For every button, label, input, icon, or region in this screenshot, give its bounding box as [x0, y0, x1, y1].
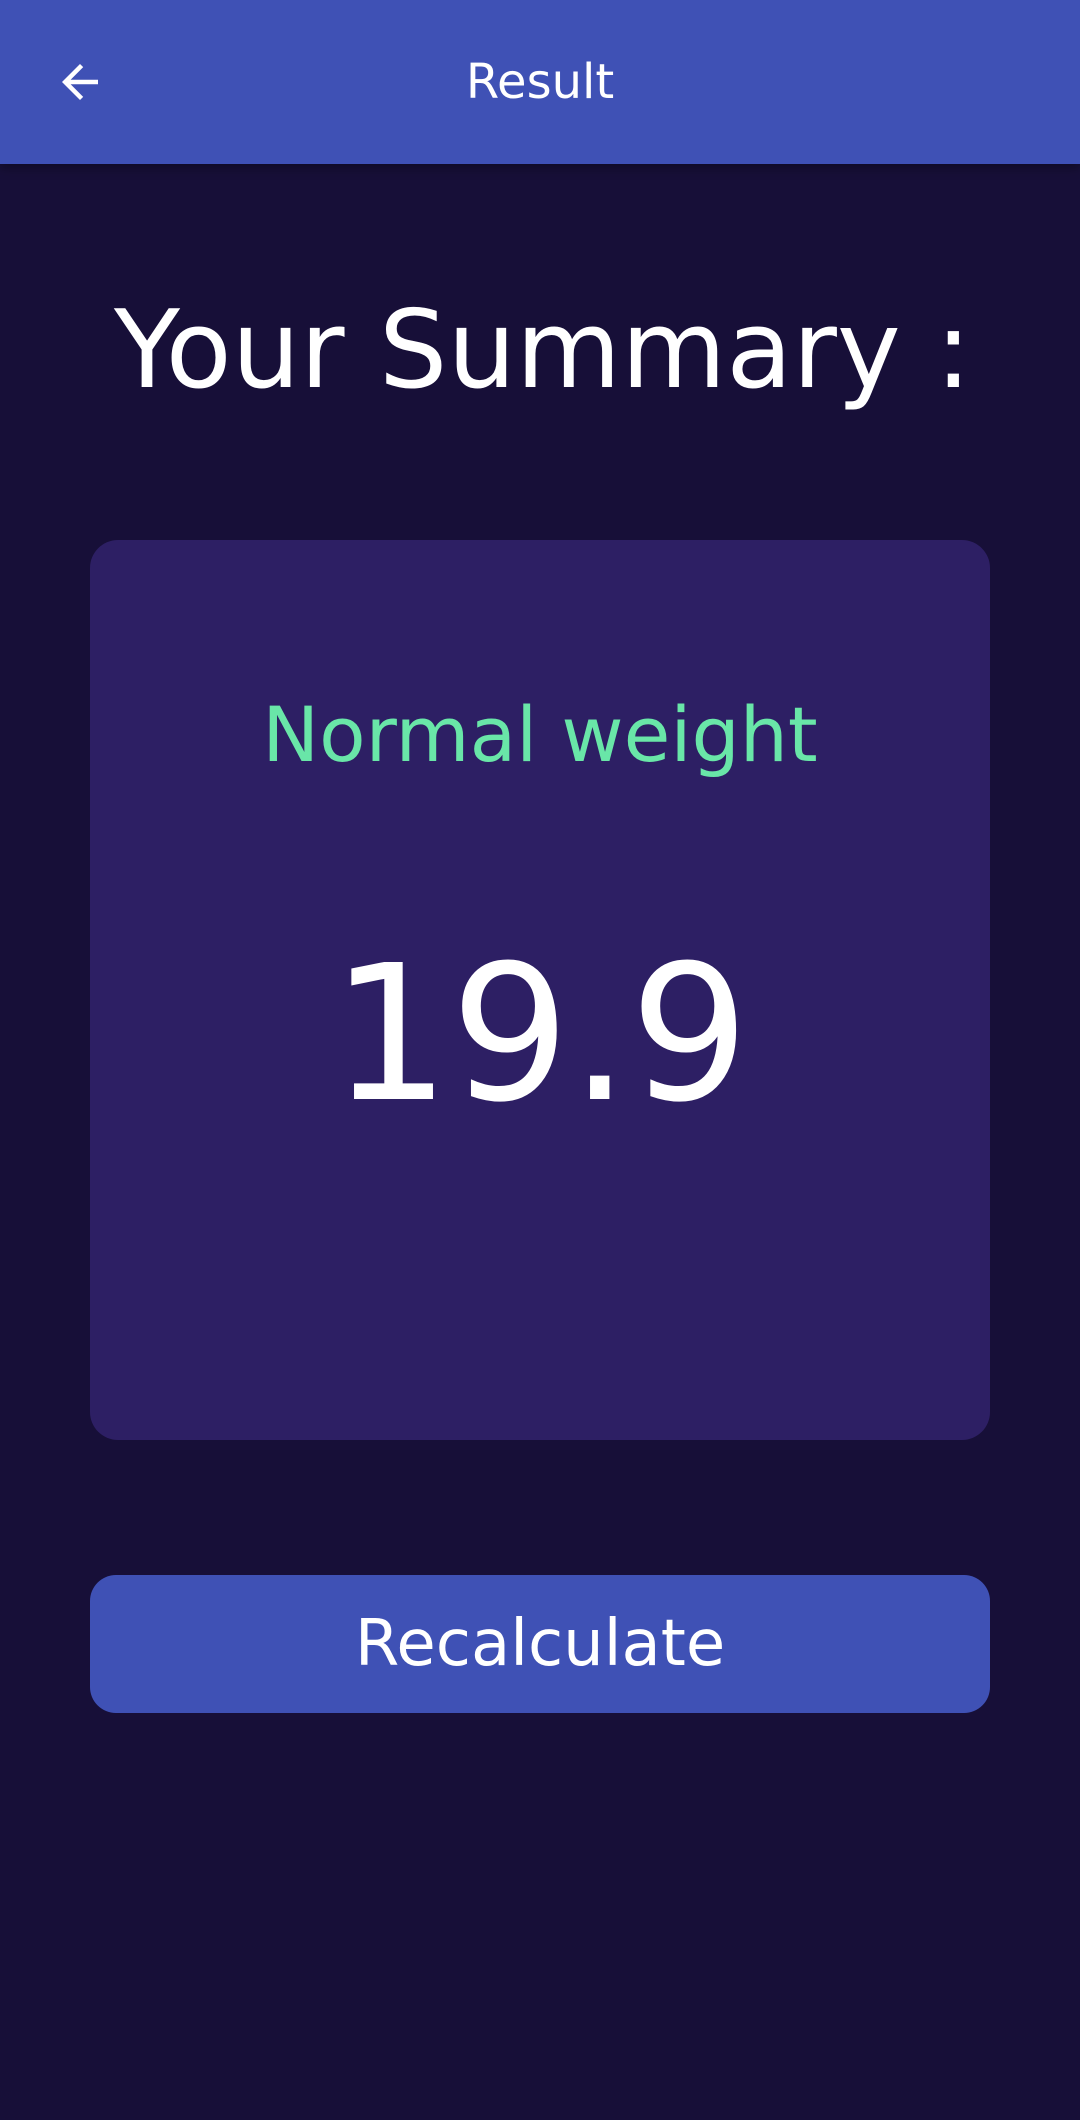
app-bar: Result [0, 0, 1080, 164]
recalculate-button[interactable]: Recalculate [90, 1575, 990, 1713]
summary-heading: Your Summary : [114, 288, 972, 413]
back-button[interactable] [40, 42, 120, 122]
app-bar-title: Result [465, 54, 615, 110]
arrow-back-icon [62, 64, 98, 100]
result-card: Normal weight 19.9 [90, 540, 990, 1440]
weight-category-label: Normal weight [262, 690, 818, 779]
bmi-value: 19.9 [330, 925, 750, 1144]
